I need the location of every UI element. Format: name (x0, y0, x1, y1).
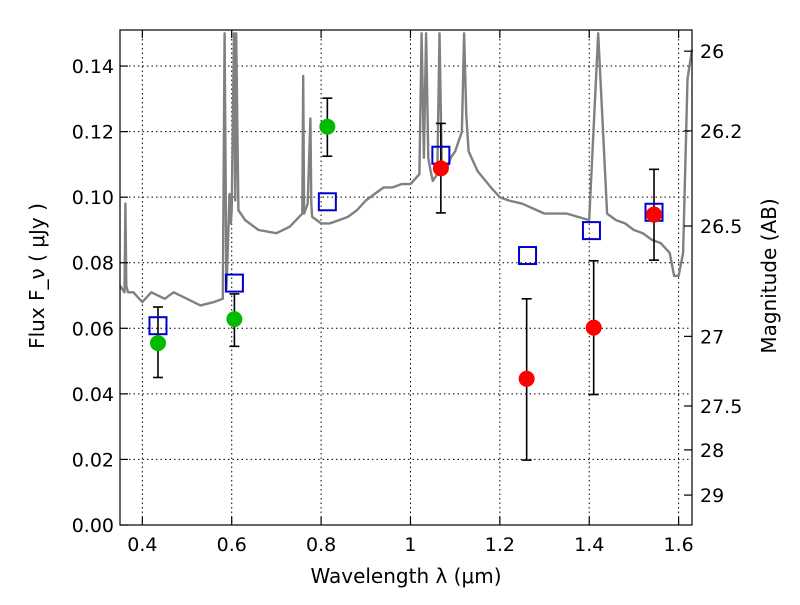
square-marker (581, 221, 601, 241)
square-marker (518, 246, 538, 266)
plot-frame (119, 29, 693, 526)
mag-tick-label: 26.5 (700, 216, 742, 238)
y-axis-label: Flux F_ν ( μJy ) (25, 203, 49, 349)
y-tick-label: 0.06 (72, 318, 114, 340)
x-axis-label: Wavelength λ (μm) (310, 564, 501, 588)
y-tick-label: 0.00 (72, 515, 114, 537)
axis-ticks (120, 30, 692, 526)
magnitude-axis-label: Magnitude (AB) (757, 198, 781, 353)
error-bars (152, 97, 660, 461)
red-marker (646, 206, 663, 223)
grid (120, 30, 692, 525)
x-tick-label: 0.4 (127, 534, 157, 556)
square-marker (224, 273, 244, 293)
red-marker (518, 370, 535, 387)
square-marker (317, 192, 337, 212)
y-tick-label: 0.10 (72, 187, 114, 209)
x-tick-label: 1.6 (663, 534, 693, 556)
y-tick-label: 0.08 (72, 253, 114, 275)
x-tick-label: 1.2 (485, 534, 515, 556)
mag-tick-label: 29 (700, 485, 724, 507)
square-marker (148, 316, 168, 336)
model-spectrum-line (119, 32, 694, 307)
red-marker (585, 319, 602, 336)
red-marker (432, 160, 449, 177)
x-tick-label: 1 (404, 534, 416, 556)
y-tick-label: 0.14 (72, 56, 114, 78)
y-tick-label: 0.02 (72, 449, 114, 471)
tick-labels: 0.4 0.6 0.8 1 1.2 1.4 1.6 0.00 0.02 0.04 0.06 0.08 0… (72, 41, 743, 556)
mag-tick-label: 28 (700, 440, 724, 462)
data-markers (148, 118, 664, 387)
green-marker (149, 335, 166, 352)
green-marker (319, 118, 336, 135)
model-spectrum (119, 32, 694, 307)
x-tick-label: 0.6 (217, 534, 247, 556)
y-tick-label: 0.04 (72, 384, 114, 406)
green-marker (226, 311, 243, 328)
mag-tick-label: 26 (700, 41, 724, 63)
mag-tick-label: 27 (700, 326, 724, 348)
mag-tick-label: 26.2 (700, 121, 742, 143)
x-tick-label: 1.4 (574, 534, 604, 556)
y-tick-label: 0.12 (72, 122, 114, 144)
mag-tick-label: 27.5 (700, 396, 742, 418)
x-tick-label: 0.8 (306, 534, 336, 556)
